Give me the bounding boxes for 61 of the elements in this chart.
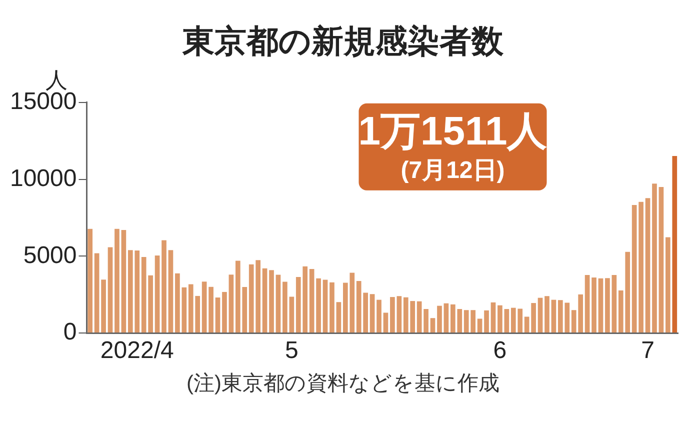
bar: [652, 184, 657, 332]
text: (注)東京都の資料などを基に作成: [186, 372, 500, 396]
bar: [424, 309, 428, 332]
bar: [101, 280, 106, 332]
bar: [544, 296, 550, 332]
bar: [490, 302, 496, 332]
annotation: 1万1511人: [358, 109, 548, 154]
bar: [632, 204, 637, 332]
bar: [121, 230, 126, 332]
bar: [322, 280, 328, 332]
bar: [598, 278, 604, 332]
bar: [524, 316, 530, 332]
bar: [114, 228, 120, 332]
bar: [330, 282, 334, 332]
bar: [645, 198, 650, 332]
y-tick-label: 10000: [10, 164, 77, 192]
bar: [383, 312, 388, 332]
bar: [658, 186, 664, 332]
bar: [484, 310, 489, 332]
x-tick-label: 7: [641, 337, 654, 364]
bar: [162, 240, 166, 332]
bar: [168, 250, 174, 332]
x-tick-label: 5: [284, 337, 298, 364]
y-tick-label: 0: [63, 318, 77, 346]
bar: [605, 278, 610, 332]
bar: [88, 228, 93, 332]
bar: [672, 156, 678, 332]
x-tick-label: 6: [493, 337, 507, 364]
bar: [584, 275, 590, 332]
bar: [309, 269, 314, 332]
bar: [638, 202, 644, 332]
bar: [262, 268, 268, 332]
bar: [444, 303, 449, 332]
bar: [202, 282, 207, 332]
chart-title: 東京都の新規感染者数: [182, 23, 504, 60]
bar: [276, 274, 281, 332]
bar: [336, 302, 342, 332]
bar: [551, 300, 556, 332]
bar: [94, 253, 100, 332]
y-tick-label: 5000: [23, 242, 77, 269]
bar: [228, 274, 234, 332]
bar: [477, 318, 482, 332]
bar: [154, 256, 160, 332]
bar: [666, 237, 670, 332]
bar: [437, 306, 442, 332]
bar: [215, 297, 220, 332]
bar: [416, 301, 422, 332]
bar: [222, 292, 227, 332]
bar: [208, 286, 214, 332]
bar: [108, 247, 113, 332]
bar: [430, 318, 436, 332]
bar: [592, 278, 596, 332]
bar: [269, 270, 274, 332]
bar: [612, 275, 617, 332]
bar: [376, 300, 382, 332]
x-tick-label: 2022/4: [100, 337, 174, 364]
bar: [370, 294, 375, 332]
bar: [531, 303, 536, 332]
annotation: (7月12日): [400, 157, 505, 184]
bar: [316, 278, 321, 332]
bar: [538, 298, 543, 332]
